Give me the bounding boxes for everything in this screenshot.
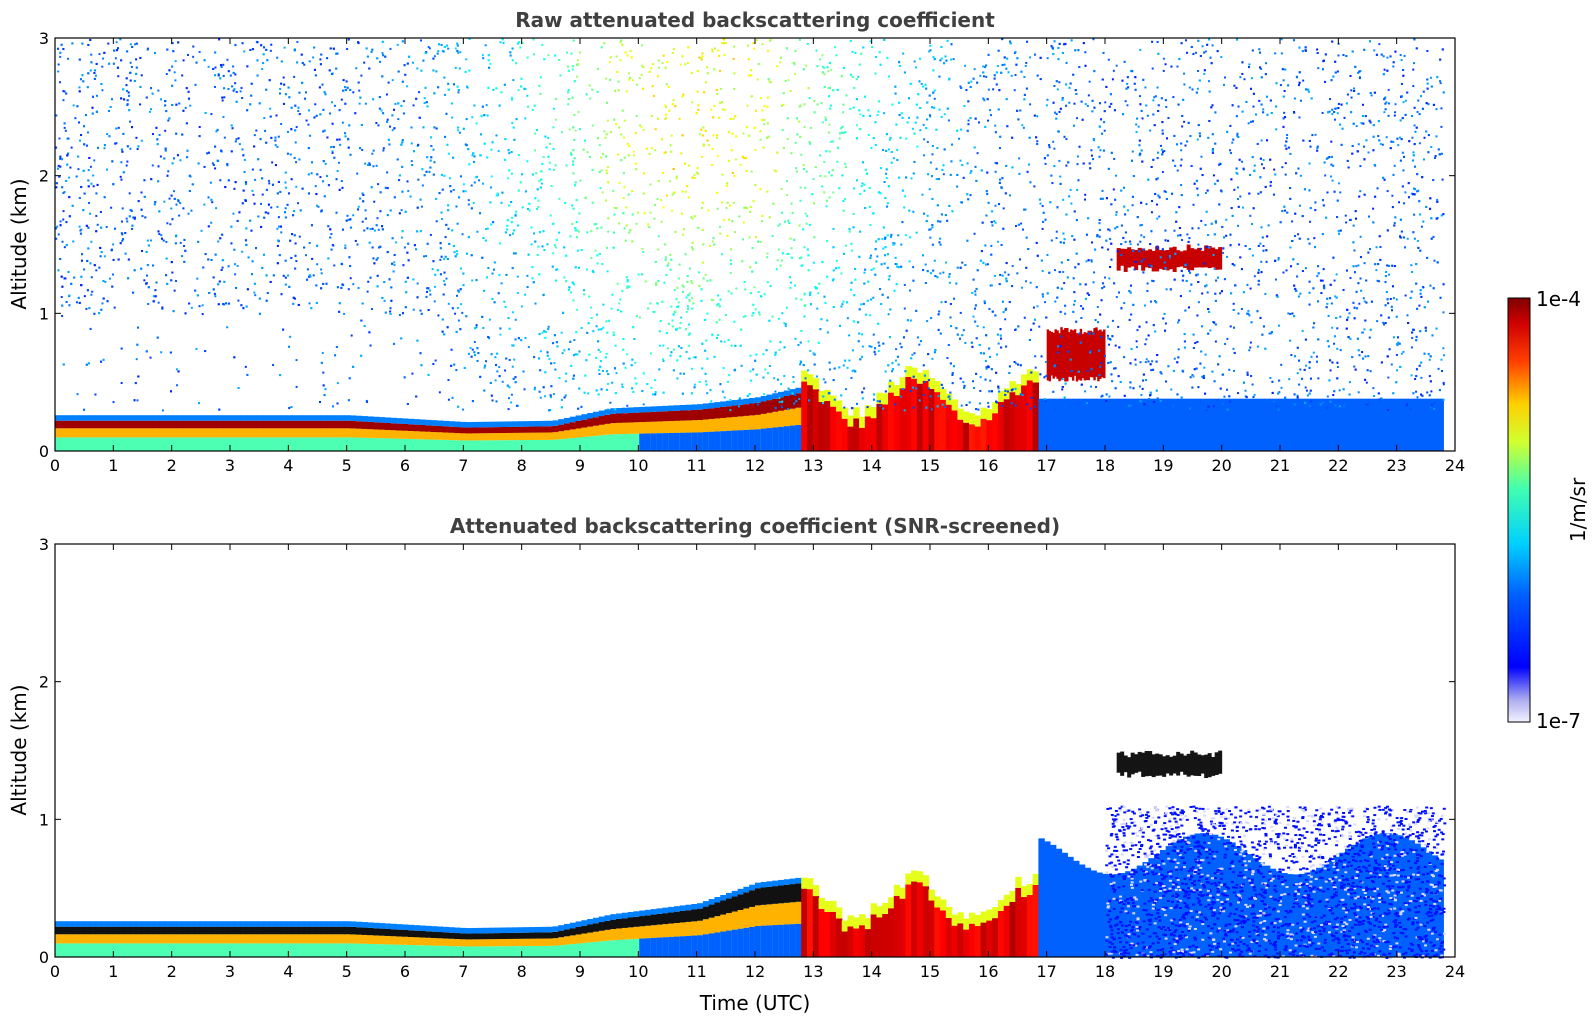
x-ticks: 0 1 2 3 4 5 6 7 8 9 10 11 12 13 14 15 16 17 18 19 20 21 22 23 24: [50, 544, 1465, 981]
x-tick-label: 0: [50, 962, 60, 981]
x-tick-label: 17: [1036, 456, 1056, 475]
y-tick-label: 0: [39, 442, 49, 461]
colorbar-min-label: 1e-7: [1536, 709, 1581, 733]
x-tick-label: 15: [920, 456, 940, 475]
heatmap-layer: [55, 750, 1447, 959]
x-tick-label: 17: [1036, 962, 1056, 981]
x-tick-label: 4: [283, 962, 293, 981]
x-tick-label: 14: [861, 456, 881, 475]
x-tick-label: 19: [1153, 962, 1173, 981]
heatmap-layer: [55, 38, 1446, 451]
x-tick-label: 19: [1153, 456, 1173, 475]
x-tick-label: 22: [1328, 962, 1348, 981]
x-tick-label: 7: [458, 456, 468, 475]
x-tick-label: 22: [1328, 456, 1348, 475]
x-tick-label: 16: [978, 456, 998, 475]
colorbar: 1e-4 1e-7 1/m/sr: [1507, 287, 1590, 733]
panel-title: Attenuated backscattering coefficient (S…: [450, 514, 1060, 538]
x-tick-label: 23: [1386, 456, 1406, 475]
x-tick-label: 12: [745, 456, 765, 475]
raw-backscatter-panel: Raw attenuated backscattering coefficien…: [7, 8, 1465, 475]
snr-screened-panel: Attenuated backscattering coefficient (S…: [7, 514, 1465, 1015]
x-tick-label: 5: [342, 962, 352, 981]
x-tick-label: 21: [1270, 456, 1290, 475]
colorbar-unit-label: 1/m/sr: [1566, 477, 1590, 542]
x-tick-label: 8: [517, 456, 527, 475]
y-tick-label: 2: [39, 673, 49, 692]
y-tick-label: 3: [39, 535, 49, 554]
x-tick-label: 8: [517, 962, 527, 981]
x-tick-label: 6: [400, 456, 410, 475]
x-tick-label: 10: [628, 962, 648, 981]
x-tick-label: 1: [108, 456, 118, 475]
x-tick-label: 10: [628, 456, 648, 475]
x-tick-label: 13: [803, 456, 823, 475]
x-tick-label: 9: [575, 456, 585, 475]
x-tick-label: 13: [803, 962, 823, 981]
x-tick-label: 5: [342, 456, 352, 475]
x-tick-label: 2: [167, 962, 177, 981]
x-tick-label: 11: [686, 962, 706, 981]
colorbar-gradient: [1507, 297, 1531, 723]
x-tick-label: 12: [745, 962, 765, 981]
y-axis-label: Altitude (km): [7, 684, 31, 815]
x-tick-label: 18: [1095, 962, 1115, 981]
x-tick-label: 15: [920, 962, 940, 981]
colorbar-max-label: 1e-4: [1536, 287, 1581, 311]
x-tick-label: 20: [1211, 456, 1231, 475]
x-tick-label: 20: [1211, 962, 1231, 981]
y-ticks: 0 1 2 3: [39, 535, 1455, 967]
x-tick-label: 23: [1386, 962, 1406, 981]
x-tick-label: 18: [1095, 456, 1115, 475]
x-tick-label: 4: [283, 456, 293, 475]
x-tick-label: 3: [225, 456, 235, 475]
x-tick-label: 11: [686, 456, 706, 475]
y-tick-label: 1: [39, 810, 49, 829]
y-ticks: 0 1 2 3: [39, 29, 1455, 461]
y-tick-label: 2: [39, 167, 49, 186]
x-ticks: 0 1 2 3 4 5 6 7 8 9 10 11 12 13 14 15 16 17 18 19 20 21 22 23 24: [50, 38, 1465, 475]
panel-title: Raw attenuated backscattering coefficien…: [515, 8, 995, 32]
x-tick-label: 9: [575, 962, 585, 981]
x-tick-label: 6: [400, 962, 410, 981]
x-tick-label: 7: [458, 962, 468, 981]
axes-frame: [54, 37, 1456, 452]
y-tick-label: 1: [39, 304, 49, 323]
x-tick-label: 24: [1445, 962, 1465, 981]
y-tick-label: 0: [39, 948, 49, 967]
x-tick-label: 1: [108, 962, 118, 981]
y-tick-label: 3: [39, 29, 49, 48]
x-tick-label: 16: [978, 962, 998, 981]
x-axis-label: Time (UTC): [699, 991, 811, 1015]
x-tick-label: 2: [167, 456, 177, 475]
x-tick-label: 14: [861, 962, 881, 981]
x-tick-label: 21: [1270, 962, 1290, 981]
x-tick-label: 0: [50, 456, 60, 475]
x-tick-label: 24: [1445, 456, 1465, 475]
y-axis-label: Altitude (km): [7, 178, 31, 309]
x-tick-label: 3: [225, 962, 235, 981]
